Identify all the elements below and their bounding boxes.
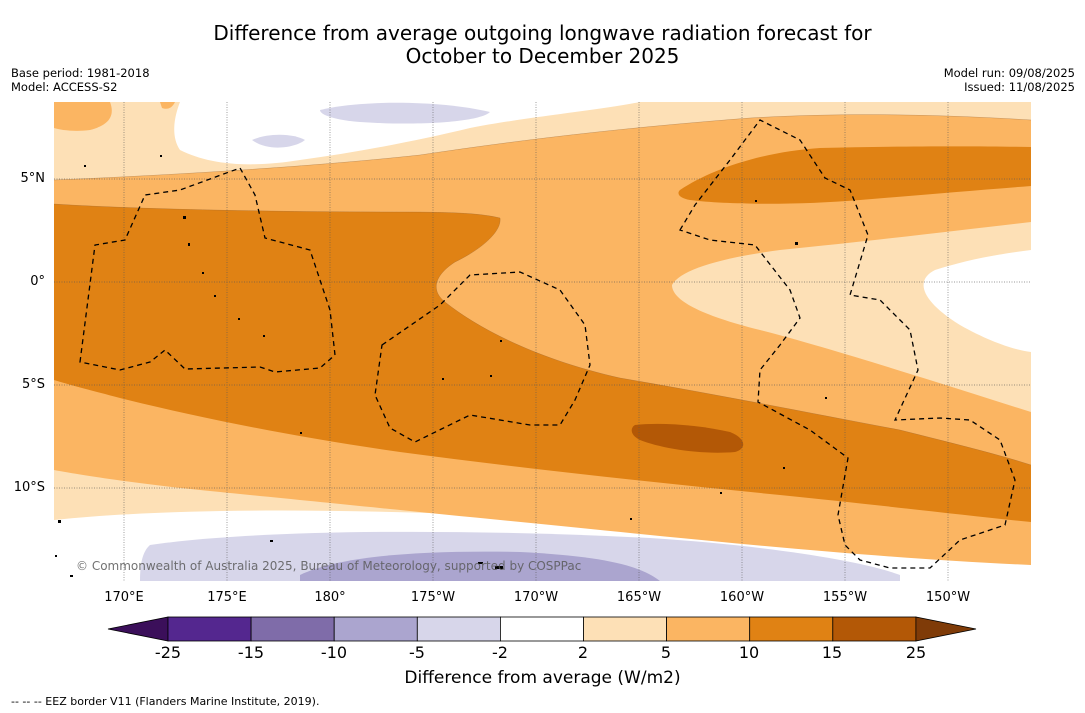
lon-label-175w: 175°W [410,590,456,605]
lon-label-170w: 170°W [513,590,559,605]
model-run-date: Model run: 09/08/2025 [943,66,1075,80]
colorbar-swatch [333,616,418,642]
colorbar-swatch [416,616,501,642]
eez-legend-note: -- -- -- EEZ border V11 (Flanders Marine… [11,695,320,708]
lat-label-0: 0° [30,274,45,289]
islands [55,155,827,577]
base-period: Base period: 1981-2018 [11,66,150,80]
map-area [54,102,1031,581]
lon-label-150w: 150°W [925,590,971,605]
colorbar-tick: -2 [492,643,508,662]
colorbar-tick: -15 [237,643,265,662]
colorbar-swatch [250,616,335,642]
lon-label-155w: 155°W [822,590,868,605]
colorbar-swatch [666,616,751,642]
lat-label-5n: 5°N [20,171,46,186]
colorbar-extend-high [915,616,977,642]
model-name: Model: ACCESS-S2 [11,80,118,94]
colorbar-tick: 5 [660,643,672,662]
colorbar-swatch [167,616,252,642]
graticule [54,102,1031,581]
colorbar-tick: 15 [821,643,843,662]
eez-borders [79,119,1016,569]
map-title-line-1: Difference from average outgoing longwav… [213,21,872,45]
lon-label-165w: 165°W [616,590,662,605]
colorbar-extend-low [107,616,169,642]
lon-label-170e: 170°E [104,590,144,605]
lon-label-180: 180° [314,590,346,605]
colorbar-tick: -10 [320,643,348,662]
colorbar-tick: -5 [409,643,425,662]
lat-label-10s: 10°S [13,480,45,495]
colorbar-tick: 10 [738,643,760,662]
colorbar [107,616,977,642]
run-info: Model run: 09/08/2025 Issued: 11/08/2025 [944,66,1075,94]
issued-date: Issued: 11/08/2025 [964,80,1075,94]
lon-label-175e: 175°E [207,590,247,605]
colorbar-tick: 2 [577,643,589,662]
colorbar-tick: -25 [154,643,182,662]
lat-label-5s: 5°S [21,377,45,392]
colorbar-swatch [749,616,834,642]
colorbar-swatch [499,616,584,642]
map-title-line-2: October to December 2025 [405,44,680,68]
model-info: Base period: 1981-2018 Model: ACCESS-S2 [11,66,150,94]
colorbar-swatch [832,616,917,642]
colorbar-title: Difference from average (W/m2) [404,668,681,688]
copyright-notice: © Commonwealth of Australia 2025, Bureau… [76,559,582,573]
colorbar-swatch [583,616,667,642]
lon-label-160w: 160°W [719,590,765,605]
colorbar-tick: 25 [905,643,927,662]
